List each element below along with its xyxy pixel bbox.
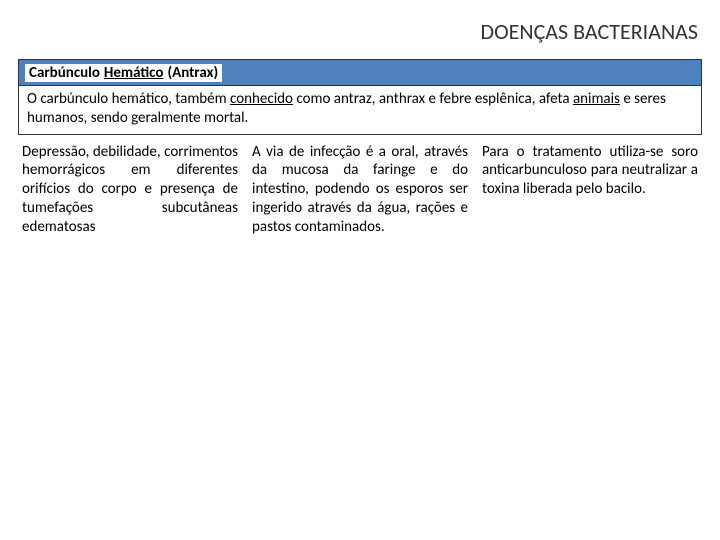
header-underline: Hemático (102, 64, 166, 82)
section-header: Carbúnculo Hemático (Antrax) (18, 59, 702, 86)
header-part2: (Antrax) (165, 64, 220, 82)
intro-u2: animais (573, 90, 620, 108)
header-part1: Carbúnculo (27, 64, 102, 82)
intro-p2: como antraz, anthrax e febre esplênica, … (293, 90, 573, 108)
intro-p1: O carbúnculo hemático, também (27, 90, 230, 108)
columns-container: Depressão, debilidade, corrimentos hemor… (18, 135, 702, 237)
section-header-text: Carbúnculo Hemático (Antrax) (25, 64, 222, 82)
column-infection: A via de infecção é a oral, através da m… (252, 143, 468, 237)
intro-u1: conhecido (230, 90, 293, 108)
intro-text: O carbúnculo hemático, também conhecido … (18, 86, 702, 135)
column-treatment: Para o tratamento utiliza-se soro antica… (482, 143, 698, 237)
column-symptoms: Depressão, debilidade, corrimentos hemor… (22, 143, 238, 237)
page-title: DOENÇAS BACTERIANAS (18, 12, 702, 59)
